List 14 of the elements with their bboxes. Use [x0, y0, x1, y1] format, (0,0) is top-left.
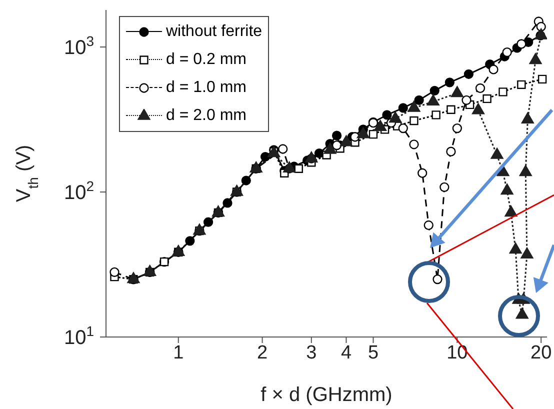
legend-label: d = 0.2 mm — [166, 50, 246, 70]
legend-label: d = 2.0 mm — [166, 106, 246, 126]
legend-label: d = 1.0 mm — [166, 78, 246, 98]
x-tick-label: 3 — [306, 342, 317, 364]
x-tick-label: 20 — [530, 342, 552, 364]
y-tick-label: 10$^{2}$ — [64, 178, 94, 204]
x-tick-label: 2 — [257, 342, 268, 364]
y-tick-label: 10$^{3}$ — [64, 33, 94, 60]
x-tick-label: 4 — [340, 342, 352, 364]
x-tick-label: 5 — [368, 342, 379, 364]
x-axis-title: f × d (GHzmm) — [260, 384, 392, 406]
y-tick-label: 10$^{1}$ — [64, 323, 94, 349]
x-tick-label: 1 — [173, 342, 184, 364]
legend-label: without ferrite — [166, 22, 262, 42]
